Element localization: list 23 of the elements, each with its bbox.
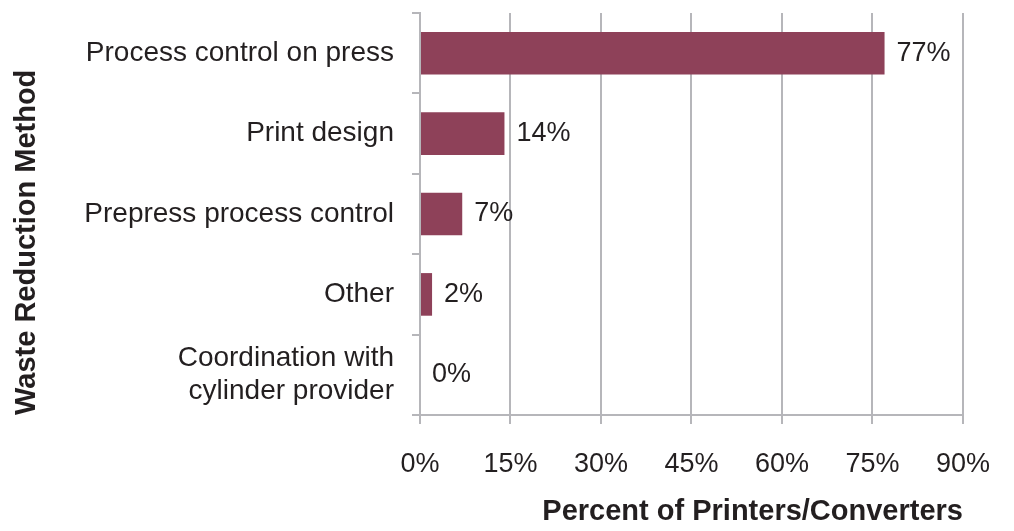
data-label: 2% bbox=[444, 277, 484, 308]
data-label: 0% bbox=[432, 358, 472, 389]
bar bbox=[421, 192, 463, 236]
bar bbox=[421, 31, 885, 75]
bar bbox=[421, 112, 505, 155]
data-label: 7% bbox=[474, 197, 514, 228]
y-tick-label: Prepress process control bbox=[84, 196, 394, 228]
x-tick-label: 0% bbox=[400, 447, 440, 478]
y-tick-label: Coordination with cylinder provider bbox=[177, 340, 394, 406]
x-tick-label: 30% bbox=[573, 447, 629, 478]
y-axis-title: Waste Reduction Method bbox=[9, 69, 42, 415]
x-axis-title: Percent of Printers/Converters bbox=[542, 493, 963, 526]
x-tick-label: 15% bbox=[483, 447, 538, 478]
y-tick-label: Other bbox=[323, 277, 394, 309]
y-tick-label: Process control on press bbox=[85, 35, 394, 67]
y-tick-label: Print design bbox=[246, 116, 394, 148]
x-tick-label: 60% bbox=[754, 447, 810, 478]
data-label: 14% bbox=[516, 117, 571, 148]
bar bbox=[421, 273, 433, 316]
x-tick-label: 90% bbox=[935, 447, 990, 478]
data-label: 77% bbox=[896, 36, 951, 67]
x-tick-label: 75% bbox=[845, 447, 900, 478]
x-tick-label: 45% bbox=[664, 447, 719, 478]
